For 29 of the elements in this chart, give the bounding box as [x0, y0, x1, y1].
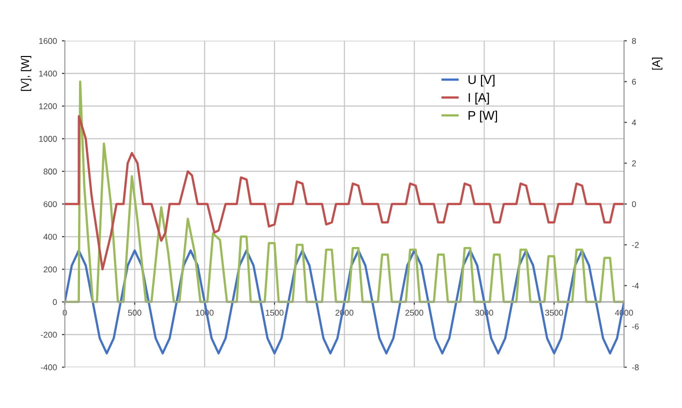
y-tick-label: 600 [44, 201, 57, 208]
y2-tick-label: -6 [632, 324, 639, 330]
y-tick-label: -400 [40, 364, 57, 370]
y-tick-label: 800 [44, 168, 57, 174]
y2-tick-label: -8 [632, 364, 639, 370]
x-tick-label: 3500 [545, 310, 564, 316]
y2-tick-label: 2 [632, 160, 636, 166]
legend-label: U [V] [468, 74, 494, 87]
y2-tick-label: -4 [632, 282, 639, 289]
y-tick-label: 200 [44, 266, 57, 272]
y-tick-label: 1600 [39, 38, 57, 44]
legend-label: I [A] [468, 92, 489, 104]
y2-tick-label: 8 [632, 38, 636, 44]
y2-tick-label: 4 [632, 120, 636, 126]
y-tick-label: 0 [52, 299, 57, 306]
y-tick-label: 1200 [39, 103, 57, 110]
x-tick-label: 500 [128, 310, 142, 316]
y2-tick-label: 0 [632, 201, 636, 208]
y2-axis-title: [A] [652, 58, 662, 70]
y2-tick-label: 6 [632, 78, 636, 85]
y-tick-label: 1000 [39, 136, 57, 142]
y-tick-label: 400 [43, 234, 57, 240]
x-tick-label: 1500 [266, 310, 284, 316]
legend-label: P [W] [468, 110, 498, 122]
y-tick-label: -200 [40, 332, 57, 338]
y2-tick-label: -2 [632, 242, 639, 248]
y-tick-label: 1400 [39, 70, 57, 77]
y-axis-title: [V], [W] [20, 56, 32, 91]
x-tick-label: 2500 [405, 310, 424, 316]
